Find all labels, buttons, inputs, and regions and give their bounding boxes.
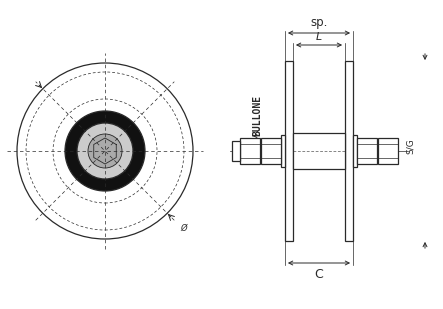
Bar (261, 138, 281, 164)
Circle shape (77, 123, 133, 179)
Circle shape (88, 134, 122, 168)
Text: BULLONE: BULLONE (252, 95, 262, 136)
Circle shape (65, 111, 145, 191)
Bar (357, 138, 377, 164)
Bar (285, 61, 293, 241)
Bar (293, 133, 345, 169)
Text: C: C (315, 268, 323, 281)
Text: L: L (316, 32, 322, 42)
Bar (345, 61, 353, 241)
Text: S/G: S/G (406, 138, 415, 154)
Bar (281, 135, 285, 167)
Bar (353, 135, 357, 167)
Text: sp.: sp. (310, 16, 328, 29)
Text: Ø: Ø (180, 224, 187, 233)
Bar (232, 141, 240, 161)
Bar (378, 138, 398, 164)
Bar (240, 138, 260, 164)
